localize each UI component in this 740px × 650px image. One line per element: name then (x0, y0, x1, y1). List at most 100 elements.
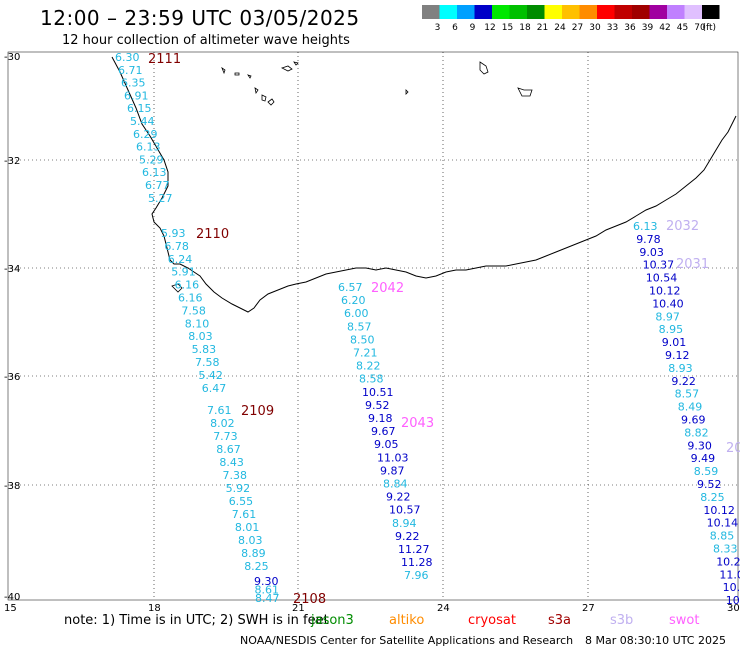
colorbar-label: 18 (519, 23, 531, 33)
wave-height-value: 8.49 (678, 401, 703, 414)
colorbar-swatch (702, 5, 720, 19)
satellite-legend-item: altiko (389, 613, 425, 628)
wave-height-value: 5.93 (161, 227, 186, 240)
altimeter-map: -30 -32 -34 -36 -38 -40 15 18 21 24 27 3… (4, 51, 740, 612)
wave-height-value: 6.13 (142, 166, 167, 179)
pass-number-label: 20 (726, 441, 740, 456)
wave-height-value: 9.22 (671, 375, 696, 388)
wave-height-value: 8.47 (255, 592, 280, 605)
colorbar-unit: (ft) (703, 23, 717, 33)
colorbar-label: 9 (470, 23, 476, 33)
wave-height-value: 8.02 (210, 417, 235, 430)
colorbar-swatch (439, 5, 457, 19)
wave-height-value: 9.01 (662, 336, 687, 349)
map-title: 12:00 – 23:59 UTC 03/05/2025 (40, 6, 360, 30)
wave-height-value: 8.95 (659, 323, 684, 336)
colorbar-label: 30 (589, 23, 601, 33)
colorbar-label: 70 (694, 23, 706, 33)
wave-height-value: 10.12 (649, 285, 681, 298)
wave-height-value: 8.22 (356, 360, 381, 373)
wave-height-value: 8.57 (675, 388, 700, 401)
wave-height-value: 8.43 (219, 456, 244, 469)
wave-height-value: 6.77 (145, 179, 170, 192)
wave-height-value: 8.94 (392, 517, 417, 530)
colorbar-swatch (632, 5, 650, 19)
pass-number-label: 2031 (676, 257, 709, 272)
wave-height-value: 5.29 (139, 153, 164, 166)
footer-note: note: 1) Time is in UTC; 2) SWH is in fe… (64, 613, 329, 628)
lon-label: 30 (727, 603, 740, 612)
lon-label: 15 (4, 603, 17, 612)
wave-height-value: 8.93 (668, 362, 693, 375)
wave-height-value: 6.29 (133, 128, 158, 141)
colorbar-label: 36 (624, 23, 636, 33)
wave-height-value: 6.35 (121, 77, 146, 90)
wave-height-value: 9.49 (691, 452, 716, 465)
lon-label: 24 (437, 603, 450, 612)
wave-height-colorbar: 3 6 9 12 15 18 21 24 27 30 33 36 39 42 45 70(ft) (422, 5, 720, 33)
pass-number-label: 2043 (401, 416, 434, 431)
wave-height-value: 8.89 (241, 547, 266, 560)
wave-height-value: 6.71 (118, 64, 143, 77)
colorbar-swatch (457, 5, 475, 19)
wave-height-value: 8.61 (255, 584, 280, 597)
wave-height-value: 7.96 (404, 569, 429, 582)
wave-height-value: 6.91 (124, 89, 149, 102)
wave-height-value: 8.25 (700, 491, 725, 504)
credit-text: NOAA/NESDIS Center for Satellite Applica… (240, 634, 574, 647)
coastline (111, 56, 737, 313)
colorbar-swatch (649, 5, 667, 19)
wave-height-value: 8.67 (216, 443, 241, 456)
wave-height-value: 6.16 (175, 279, 200, 292)
pass-number-label: 2110 (196, 227, 229, 242)
wave-height-value: 8.58 (359, 373, 384, 386)
wave-height-value: 6.16 (178, 292, 203, 305)
map-frame (7, 51, 739, 601)
lat-label: -30 (4, 52, 20, 63)
satellite-legend-item: jason3 (311, 613, 354, 628)
wave-height-value: 10.51 (362, 386, 394, 399)
wave-height-value: 10.2 (716, 555, 740, 568)
colorbar-swatch (509, 5, 527, 19)
wave-height-value: 8.25 (244, 560, 269, 573)
wave-height-value: 6.30 (115, 51, 140, 64)
wave-height-value: 8.50 (350, 333, 375, 346)
lat-label: -40 (4, 592, 20, 603)
wave-height-value: 6.20 (341, 294, 366, 307)
wave-height-value: 5.83 (192, 343, 217, 356)
wave-height-value: 7.58 (181, 304, 206, 317)
wave-height-value: 7.61 (207, 404, 232, 417)
generated-timestamp: 8 Mar 08:30:10 UTC 2025 (585, 634, 726, 647)
map-subtitle: 12 hour collection of altimeter wave hei… (62, 33, 350, 48)
pass-number-label: 2032 (666, 219, 699, 234)
wave-height-value: 6.00 (344, 307, 369, 320)
wave-height-value: 8.57 (347, 320, 372, 333)
wave-height-value: 11.0 (719, 568, 740, 581)
wave-height-value: 8.01 (235, 521, 260, 534)
colorbar-swatch (614, 5, 632, 19)
satellite-legend-item: swot (669, 613, 700, 628)
colorbar-label: 27 (572, 23, 583, 33)
colorbar-swatch (544, 5, 562, 19)
wave-height-value: 11.27 (398, 543, 430, 556)
wave-height-value: 7.38 (223, 469, 248, 482)
wave-height-value: 10.14 (707, 517, 739, 530)
wave-height-value: 7.61 (232, 508, 256, 521)
colorbar-swatch (667, 5, 685, 19)
wave-height-value: 10.57 (389, 504, 421, 517)
pass-number-label: 2111 (148, 52, 181, 67)
wave-height-value: 10.12 (703, 504, 735, 517)
lat-label: -34 (4, 264, 20, 275)
pass-number-label: 2108 (293, 592, 326, 607)
wave-height-value: 8.82 (684, 426, 709, 439)
wave-height-value: 6.13 (633, 220, 658, 233)
wave-height-value: 10.54 (646, 272, 678, 285)
colorbar-label: 24 (554, 23, 566, 33)
wave-height-value: 8.59 (694, 465, 719, 478)
wave-height-value: 11.03 (377, 451, 409, 464)
pass-number-label: 2042 (371, 281, 404, 296)
wave-height-value: 6.15 (127, 102, 152, 115)
satellite-legend-item: cryosat (468, 613, 516, 628)
wave-height-value: 8.33 (713, 543, 738, 556)
lat-lon-labels: -30 -32 -34 -36 -38 -40 15 18 21 24 27 3… (4, 52, 740, 612)
